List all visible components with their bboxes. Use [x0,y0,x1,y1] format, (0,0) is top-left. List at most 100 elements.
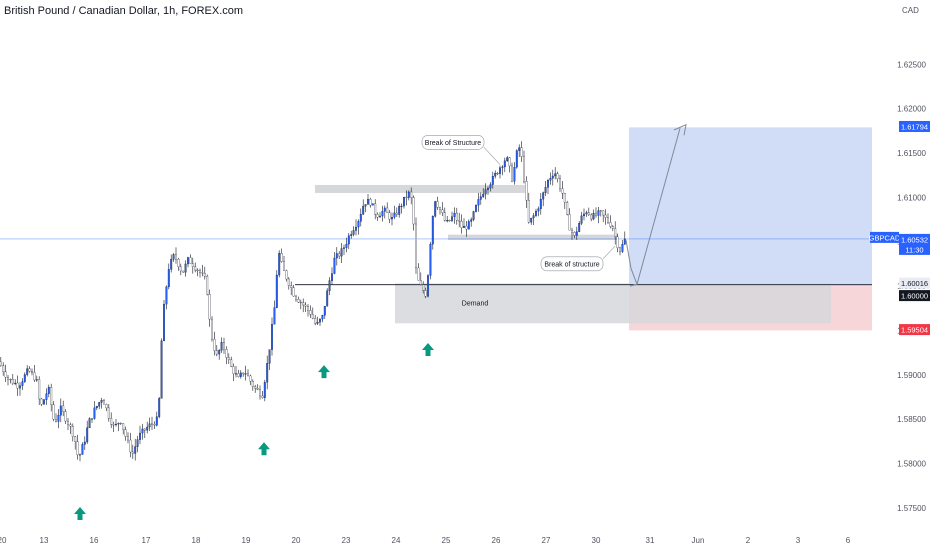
candle-body [369,199,372,206]
candle [460,214,463,234]
candle [535,208,537,217]
candle [38,376,41,406]
candle-body [415,223,417,269]
candle-body [530,217,533,223]
candle-body [55,419,57,422]
candle-body [571,229,573,233]
candle [431,215,434,250]
candle-body [374,203,377,215]
candle-body [215,350,218,355]
candle-body [227,357,230,360]
candle [343,244,345,255]
candle [479,192,482,205]
candle-body [69,424,72,427]
candle-body [609,222,612,227]
candle [316,316,319,325]
candle [573,231,576,239]
candle [482,188,485,198]
candle-body [107,407,110,419]
candle-body [93,407,96,419]
candle [4,364,7,382]
candle-body [62,405,65,412]
candle [112,421,115,432]
candle-body [314,318,317,324]
candle [259,385,261,400]
candle [151,416,153,431]
candle [539,193,542,215]
candle [563,192,566,209]
candle-body [179,266,182,272]
candle-body [266,363,269,383]
candle [251,379,254,391]
candle [256,384,259,391]
candle-body [458,220,461,222]
x-tick-label: 24 [392,536,401,545]
candle-body [249,375,252,382]
candle-body [467,221,470,230]
candle-body [623,238,626,245]
candle-body [251,381,254,387]
x-tick-label: 3 [796,536,801,545]
candle-body [362,205,365,215]
candle [595,207,597,218]
candle-body [568,214,571,231]
candle [55,413,57,423]
candle-body [583,213,585,217]
candle [614,221,617,245]
candle-body [64,411,67,422]
candle-body [597,210,600,216]
candle [609,215,612,229]
candle [599,209,602,217]
candle [115,418,117,427]
candle-body [559,178,561,189]
candle-body [167,269,170,288]
candle [381,205,384,222]
candle [434,200,437,218]
candle [345,237,348,253]
candle [379,212,381,218]
candle [23,372,26,383]
candle-body [76,441,79,456]
candle-body [388,212,391,220]
candle [475,204,477,213]
candle-body [357,221,360,228]
candle-body [479,196,482,200]
candle [16,375,19,396]
candle-body [563,193,566,203]
candle [571,227,573,240]
candle [297,296,300,303]
candle [179,263,182,276]
candle-body [599,210,602,212]
candle [175,247,177,264]
candle [410,187,413,205]
currency-label: CAD [902,6,919,15]
candle [122,423,125,435]
candle [407,190,410,201]
candle [223,337,225,354]
candle [590,213,593,222]
candle [364,204,367,213]
candle-body [112,424,115,426]
candle-body [175,254,177,260]
zones-layer [315,127,872,331]
candle [7,374,9,386]
candle-body [527,200,530,223]
candle [395,207,398,217]
candle [19,382,21,396]
candle [585,210,588,217]
candle [551,169,554,186]
candle [391,212,393,226]
candle-body [326,290,329,307]
candle [441,202,444,216]
x-tick-label: 30 [592,536,601,545]
candle [515,149,518,169]
candle [117,422,120,432]
candle [242,372,245,377]
candle-body [141,428,144,434]
candle [299,299,302,310]
candle-body [391,217,393,220]
candle [314,314,317,326]
candle [520,141,523,163]
arrow-up-shape [258,442,270,456]
